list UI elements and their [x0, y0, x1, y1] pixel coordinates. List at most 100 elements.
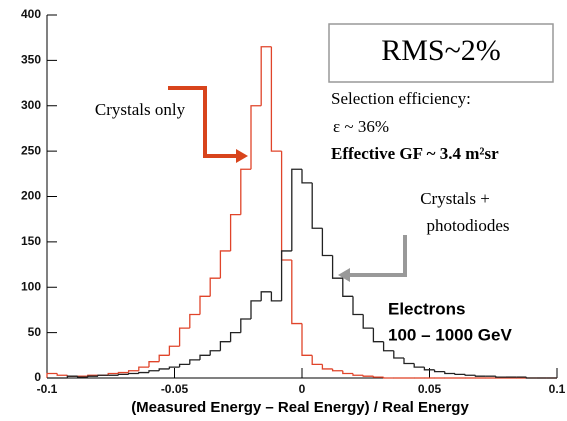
histogram-bin: [464, 374, 476, 376]
histogram-bin: [382, 377, 394, 379]
x-tick-label: 0.05: [418, 382, 442, 396]
histogram-bin: [342, 370, 353, 375]
histogram-bin: [372, 328, 384, 343]
red-arrow: [168, 86, 236, 158]
histogram-bin: [291, 168, 302, 251]
histogram-bin: [219, 250, 231, 279]
y-tick-label: 250: [21, 143, 41, 157]
y-tick-label: 300: [21, 98, 41, 112]
histogram-bin: [260, 46, 272, 106]
histogram-bin: [199, 354, 211, 360]
histogram-bin: [46, 372, 58, 378]
grey-arrowhead: [338, 268, 350, 282]
histogram-bin: [474, 375, 486, 377]
histogram-bin: [423, 367, 435, 371]
y-tick-label: 100: [21, 279, 41, 293]
histogram-bin: [138, 371, 149, 374]
histogram-bin: [352, 296, 364, 316]
y-tick-label: 350: [21, 53, 41, 67]
y-tick-label: 150: [21, 234, 41, 248]
histogram-bin: [66, 375, 78, 378]
histogram-bin: [260, 291, 272, 301]
annotation: Crystals +: [420, 189, 490, 208]
annotation: photodiodes: [426, 216, 509, 235]
histogram-bin: [229, 331, 241, 342]
y-tick-label: 400: [21, 7, 41, 21]
histogram-bin: [311, 182, 323, 229]
histogram-bin: [495, 376, 506, 378]
histogram-bin: [270, 291, 282, 302]
histogram-bin: [403, 358, 415, 365]
histogram-bin: [454, 373, 466, 376]
histogram-bin: [178, 363, 190, 368]
histogram-bin: [229, 214, 241, 251]
histogram-bin: [280, 151, 292, 261]
histogram-bin: [138, 366, 149, 371]
x-tick-label: -0.05: [161, 382, 189, 396]
histogram-bin: [148, 370, 160, 373]
histogram-bin: [250, 105, 262, 170]
histogram-bin: [280, 250, 292, 301]
histogram-bin: [56, 373, 68, 376]
histogram-bin: [189, 359, 200, 365]
histogram-bin: [362, 314, 374, 329]
histogram-bin: [311, 355, 323, 366]
histogram-bin: [209, 277, 221, 297]
histogram-bin: [433, 369, 445, 373]
histogram-bin: [117, 371, 129, 374]
histogram-bin: [209, 350, 221, 356]
histogram-bin: [291, 260, 302, 325]
histogram-bin: [117, 373, 129, 376]
y-tick-label: 50: [28, 325, 42, 339]
grey-arrow: [350, 235, 407, 277]
histogram-bin: [148, 361, 160, 368]
histogram-bin: [219, 341, 231, 351]
histogram-bin: [168, 345, 180, 356]
histogram-bin: [199, 295, 211, 315]
y-tick-label: 200: [21, 189, 41, 203]
histogram-bin: [393, 350, 404, 359]
histogram-bin: [76, 376, 88, 378]
annotation: ε ~ 36%: [333, 117, 389, 136]
histogram-bin: [444, 371, 455, 375]
histogram-bin: [413, 363, 425, 368]
x-tick-label: -0.1: [37, 382, 58, 396]
rms-box: [328, 23, 554, 83]
annotation: Effective GF ~ 3.4 m²sr: [331, 144, 499, 163]
histogram-bin: [240, 318, 251, 333]
histogram-bin: [342, 278, 353, 297]
annotation: Crystals only: [95, 100, 186, 119]
annotation: RMS~2%: [381, 34, 501, 67]
x-tick-label: 0.1: [549, 382, 566, 396]
histogram-bin: [87, 375, 98, 378]
histogram-bin: [158, 368, 170, 371]
histogram-bin: [321, 228, 333, 257]
histogram-bin: [250, 300, 262, 320]
histogram-bin: [331, 368, 343, 372]
histogram-bin: [362, 375, 374, 377]
histogram-bin: [127, 372, 139, 375]
histogram-bin: [97, 374, 109, 377]
histogram-bin: [270, 46, 282, 152]
annotation: 100 – 1000 GeV: [388, 325, 512, 344]
histogram-bin: [331, 255, 343, 279]
x-axis-label: (Measured Energy – Real Energy) / Real E…: [131, 399, 469, 416]
histogram-bin: [372, 376, 384, 378]
annotation: Electrons: [388, 299, 465, 318]
y-tick-label: 0: [34, 370, 41, 384]
histogram-bin: [301, 323, 313, 356]
histogram-bin: [525, 377, 537, 379]
histogram-bin: [158, 354, 170, 362]
histogram-bin: [127, 370, 139, 373]
annotation: Selection efficiency:: [331, 89, 471, 108]
histogram-bin: [168, 366, 180, 369]
histogram-bin: [321, 364, 333, 370]
x-tick-label: 0: [299, 382, 306, 396]
histogram-bin: [240, 168, 251, 215]
histogram-bin: [382, 341, 394, 352]
histogram-bin: [301, 169, 313, 184]
histogram-bin: [352, 373, 364, 376]
histogram-bin: [178, 327, 190, 347]
histogram-bin: [189, 313, 200, 329]
